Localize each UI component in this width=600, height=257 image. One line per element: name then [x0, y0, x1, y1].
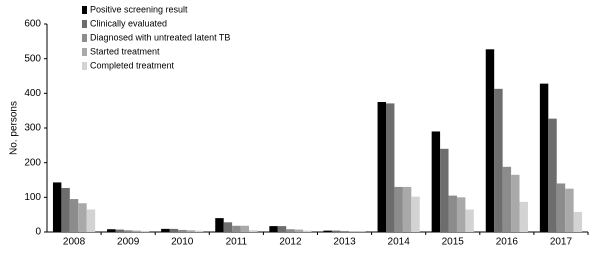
legend-label: Diagnosed with untreated latent TB: [90, 32, 230, 42]
y-tick-label: 500: [24, 53, 41, 64]
legend-swatch: [82, 62, 87, 70]
bar: [348, 231, 358, 232]
x-tick-label: 2009: [117, 237, 140, 248]
bar: [140, 230, 150, 232]
y-tick-label: 600: [24, 19, 41, 30]
x-tick-label: 2015: [442, 237, 465, 248]
y-tick-label: 200: [24, 157, 41, 168]
bar: [294, 229, 304, 232]
bar: [86, 209, 96, 232]
bar: [240, 225, 250, 232]
bar: [394, 186, 403, 232]
bar: [485, 49, 495, 232]
bar: [215, 218, 224, 232]
bar: [303, 230, 312, 232]
bar: [194, 230, 204, 232]
x-tick-label: 2010: [171, 237, 194, 248]
bar: [61, 187, 70, 232]
bar: [123, 230, 133, 232]
legend-swatch: [82, 48, 87, 56]
bar: [178, 229, 187, 232]
bar: [385, 103, 395, 233]
bar: [331, 230, 341, 232]
bar: [107, 229, 116, 232]
y-axis-label: No. persons: [9, 101, 20, 155]
bar: [115, 229, 124, 232]
legend-swatch: [82, 6, 87, 14]
bar: [277, 226, 287, 232]
legend-label: Clinically evaluated: [90, 18, 167, 28]
bar: [465, 209, 474, 232]
x-tick-label: 2016: [496, 237, 519, 248]
bar: [448, 195, 457, 232]
legend-label: Positive screening result: [90, 4, 188, 14]
bar: [431, 131, 441, 232]
x-tick-label: 2008: [63, 237, 86, 248]
bar: [402, 186, 412, 232]
bar: [502, 166, 512, 232]
bar: [169, 228, 179, 232]
bar: [69, 199, 79, 232]
y-tick-label: 300: [24, 123, 41, 134]
x-tick-label: 2011: [226, 237, 248, 248]
bar: [440, 148, 449, 232]
x-tick-label: 2012: [279, 237, 302, 248]
bar: [249, 230, 258, 232]
x-tick-label: 2013: [333, 237, 356, 248]
legend-swatch: [82, 34, 87, 42]
legend-label: Started treatment: [90, 46, 160, 56]
bar: [494, 88, 503, 233]
y-tick-label: 100: [24, 192, 41, 203]
bar: [223, 222, 233, 232]
bar: [539, 83, 549, 232]
bar: [548, 118, 557, 232]
bar: [565, 188, 574, 232]
bar: [186, 230, 195, 232]
bar: [519, 201, 528, 232]
bar: [132, 230, 141, 232]
bar: [323, 230, 332, 232]
bar: [511, 174, 520, 232]
bar: [52, 182, 62, 232]
bar: [269, 226, 278, 232]
bar: [556, 183, 566, 232]
x-tick-label: 2014: [388, 237, 411, 248]
bar: [340, 230, 349, 232]
bar: [286, 229, 295, 232]
bar: [411, 196, 420, 232]
y-tick-label: 400: [24, 88, 41, 99]
bar: [232, 225, 241, 232]
bar: [456, 197, 466, 232]
x-tick-label: 2017: [550, 237, 573, 248]
legend-swatch: [82, 20, 87, 28]
legend-label: Completed treatment: [90, 60, 175, 70]
bar: [377, 102, 386, 232]
bar: [573, 211, 583, 232]
bar: [161, 228, 170, 232]
y-tick-label: 0: [35, 227, 41, 238]
bar: [78, 203, 87, 232]
